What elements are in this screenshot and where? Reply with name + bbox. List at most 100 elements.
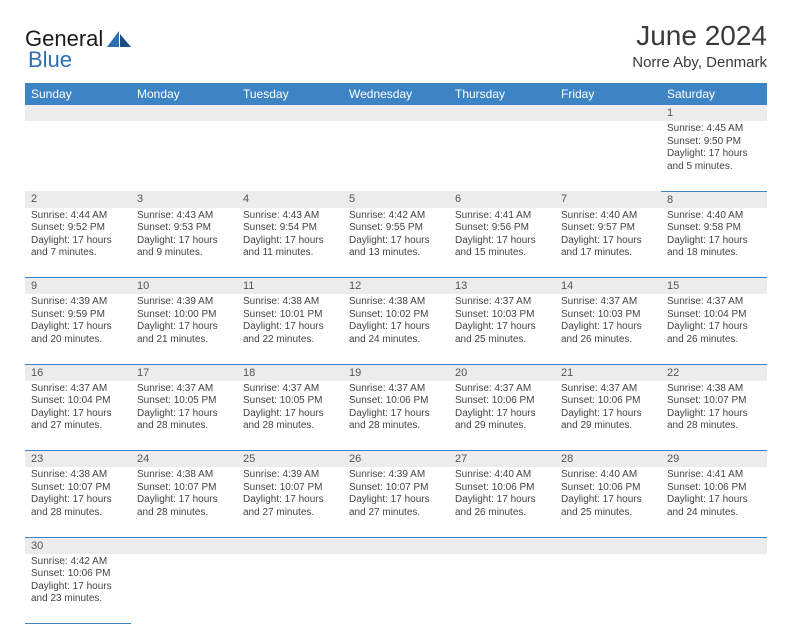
- day-cell: Sunrise: 4:40 AMSunset: 9:57 PMDaylight:…: [555, 208, 661, 278]
- day-number: 4: [237, 191, 343, 208]
- day-cell: Sunrise: 4:38 AMSunset: 10:02 PMDaylight…: [343, 294, 449, 364]
- daydata-row: Sunrise: 4:45 AMSunset: 9:50 PMDaylight:…: [25, 121, 767, 191]
- day-number: 13: [449, 278, 555, 295]
- day-cell: Sunrise: 4:38 AMSunset: 10:01 PMDaylight…: [237, 294, 343, 364]
- day-day2: and 17 minutes.: [561, 247, 655, 260]
- day-cell: [131, 121, 237, 191]
- day-day2: and 28 minutes.: [667, 420, 761, 433]
- day-sunrise: Sunrise: 4:39 AM: [137, 296, 231, 309]
- day-number: 6: [449, 191, 555, 208]
- day-sunrise: Sunrise: 4:37 AM: [455, 383, 549, 396]
- day-number: 9: [25, 278, 131, 295]
- day-cell: [449, 121, 555, 191]
- day-cell: Sunrise: 4:40 AMSunset: 9:58 PMDaylight:…: [661, 208, 767, 278]
- day-sunrise: Sunrise: 4:41 AM: [667, 469, 761, 482]
- day-number: 15: [661, 278, 767, 295]
- day-number: 17: [131, 364, 237, 381]
- day-sunrise: Sunrise: 4:37 AM: [667, 296, 761, 309]
- weekday-header: Wednesday: [343, 83, 449, 105]
- day-number: 24: [131, 451, 237, 468]
- weekday-header-row: Sunday Monday Tuesday Wednesday Thursday…: [25, 83, 767, 105]
- day-day2: and 18 minutes.: [667, 247, 761, 260]
- day-day1: Daylight: 17 hours: [561, 408, 655, 421]
- daydata-row: Sunrise: 4:42 AMSunset: 10:06 PMDaylight…: [25, 554, 767, 624]
- day-number: 10: [131, 278, 237, 295]
- day-cell: [25, 121, 131, 191]
- day-cell: [131, 554, 237, 624]
- day-sunset: Sunset: 9:53 PM: [137, 222, 231, 235]
- day-cell: [237, 121, 343, 191]
- day-number: 27: [449, 451, 555, 468]
- day-sunrise: Sunrise: 4:42 AM: [31, 556, 125, 569]
- day-number: 7: [555, 191, 661, 208]
- day-sunset: Sunset: 10:06 PM: [561, 395, 655, 408]
- day-number: [449, 105, 555, 121]
- day-day2: and 27 minutes.: [243, 507, 337, 520]
- day-day1: Daylight: 17 hours: [31, 321, 125, 334]
- day-day2: and 28 minutes.: [349, 420, 443, 433]
- day-day1: Daylight: 17 hours: [243, 235, 337, 248]
- day-sunset: Sunset: 9:57 PM: [561, 222, 655, 235]
- day-sunrise: Sunrise: 4:40 AM: [667, 210, 761, 223]
- day-sunrise: Sunrise: 4:41 AM: [455, 210, 549, 223]
- day-number: [237, 537, 343, 554]
- day-sunrise: Sunrise: 4:38 AM: [349, 296, 443, 309]
- day-day1: Daylight: 17 hours: [455, 321, 549, 334]
- day-day2: and 24 minutes.: [667, 507, 761, 520]
- day-day1: Daylight: 17 hours: [667, 148, 761, 161]
- day-day2: and 24 minutes.: [349, 334, 443, 347]
- day-number: 8: [661, 191, 767, 208]
- day-cell: Sunrise: 4:37 AMSunset: 10:06 PMDaylight…: [449, 381, 555, 451]
- day-day2: and 28 minutes.: [137, 420, 231, 433]
- day-number: 23: [25, 451, 131, 468]
- day-sunset: Sunset: 10:01 PM: [243, 309, 337, 322]
- day-day1: Daylight: 17 hours: [31, 581, 125, 594]
- day-cell: Sunrise: 4:37 AMSunset: 10:05 PMDaylight…: [131, 381, 237, 451]
- daynum-row: 9101112131415: [25, 278, 767, 295]
- day-day2: and 27 minutes.: [31, 420, 125, 433]
- day-day1: Daylight: 17 hours: [561, 321, 655, 334]
- day-sunset: Sunset: 10:07 PM: [243, 482, 337, 495]
- day-cell: [343, 121, 449, 191]
- day-number: 2: [25, 191, 131, 208]
- day-day2: and 13 minutes.: [349, 247, 443, 260]
- day-day1: Daylight: 17 hours: [455, 494, 549, 507]
- day-sunset: Sunset: 10:02 PM: [349, 309, 443, 322]
- day-sunrise: Sunrise: 4:40 AM: [561, 210, 655, 223]
- day-day2: and 28 minutes.: [31, 507, 125, 520]
- day-day2: and 27 minutes.: [349, 507, 443, 520]
- day-number: 3: [131, 191, 237, 208]
- day-day2: and 9 minutes.: [137, 247, 231, 260]
- day-cell: Sunrise: 4:39 AMSunset: 10:07 PMDaylight…: [237, 467, 343, 537]
- day-sunrise: Sunrise: 4:45 AM: [667, 123, 761, 136]
- weekday-header: Friday: [555, 83, 661, 105]
- weekday-header: Thursday: [449, 83, 555, 105]
- day-cell: Sunrise: 4:42 AMSunset: 9:55 PMDaylight:…: [343, 208, 449, 278]
- day-cell: Sunrise: 4:37 AMSunset: 10:04 PMDaylight…: [661, 294, 767, 364]
- day-number: 21: [555, 364, 661, 381]
- day-number: [237, 105, 343, 121]
- day-day2: and 23 minutes.: [31, 593, 125, 606]
- day-sunset: Sunset: 10:06 PM: [455, 482, 549, 495]
- day-sunrise: Sunrise: 4:44 AM: [31, 210, 125, 223]
- day-number: 11: [237, 278, 343, 295]
- day-day2: and 26 minutes.: [561, 334, 655, 347]
- day-number: 1: [661, 105, 767, 121]
- day-number: 25: [237, 451, 343, 468]
- day-cell: [449, 554, 555, 624]
- weekday-header: Sunday: [25, 83, 131, 105]
- day-sunrise: Sunrise: 4:39 AM: [349, 469, 443, 482]
- day-day2: and 25 minutes.: [561, 507, 655, 520]
- day-cell: Sunrise: 4:37 AMSunset: 10:03 PMDaylight…: [555, 294, 661, 364]
- day-cell: [555, 554, 661, 624]
- day-sunset: Sunset: 10:00 PM: [137, 309, 231, 322]
- day-number: [131, 537, 237, 554]
- day-cell: Sunrise: 4:37 AMSunset: 10:04 PMDaylight…: [25, 381, 131, 451]
- day-day2: and 25 minutes.: [455, 334, 549, 347]
- day-sunrise: Sunrise: 4:37 AM: [137, 383, 231, 396]
- day-cell: Sunrise: 4:39 AMSunset: 10:00 PMDaylight…: [131, 294, 237, 364]
- day-number: 30: [25, 537, 131, 554]
- day-sunset: Sunset: 10:06 PM: [561, 482, 655, 495]
- day-day2: and 26 minutes.: [667, 334, 761, 347]
- day-sunset: Sunset: 10:06 PM: [31, 568, 125, 581]
